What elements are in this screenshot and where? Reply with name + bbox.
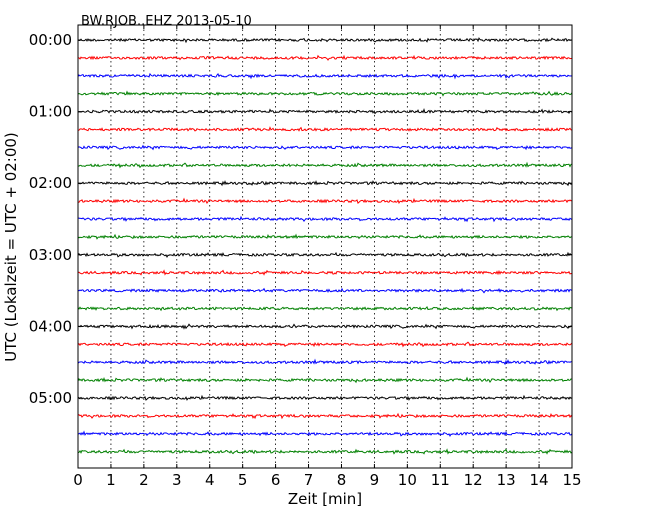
x-tick-label: 2 [139,471,149,489]
trace-line [77,394,573,401]
plot-frame [77,24,573,469]
trace-group [77,37,573,455]
x-tick-label: 14 [530,471,549,489]
trace-line [77,358,573,366]
trace-line [77,251,573,258]
x-tick-label: 12 [464,471,483,489]
trace-line [77,197,573,205]
trace-line [77,215,573,223]
x-tick-label: 4 [205,471,215,489]
x-tick-label: 6 [271,471,281,489]
chart-title: BW.RJOB..EHZ 2013-05-10 [81,14,252,29]
x-tick-label: 9 [370,471,380,489]
y-tick-label: 05:00 [29,389,72,407]
trace-line [77,37,573,44]
x-tick-label: 13 [497,471,516,489]
x-tick-label: 3 [172,471,182,489]
x-tick-label: 8 [337,471,347,489]
trace-line [77,90,573,97]
trace-line [77,233,573,240]
y-tick-label: 03:00 [29,246,72,264]
grid-lines [110,25,540,468]
y-tick-label: 01:00 [29,103,72,121]
trace-line [77,126,573,132]
x-tick-label: 10 [398,471,417,489]
trace-line [77,72,573,80]
trace-line [77,323,573,330]
trace-line [77,144,573,151]
y-tick-label: 02:00 [29,174,72,192]
trace-line [77,287,573,294]
x-tick-label: 11 [431,471,450,489]
x-axis-label: Zeit [min] [288,490,362,508]
x-tick-label: 0 [73,471,83,489]
trace-line [77,161,573,169]
x-axis: 0 1 2 3 4 5 6 7 8 9 10 11 12 13 14 15 [73,25,582,489]
trace-line [77,180,573,187]
trace-line [77,107,573,115]
trace-line [77,376,573,384]
trace-line [77,54,573,61]
y-tick-label: 00:00 [29,31,72,49]
y-axis-label: UTC (Lokalzeit = UTC + 02:00) [2,132,20,362]
y-axis: 00:00 01:00 02:00 03:00 04:00 05:00 [29,31,572,407]
trace-line [77,269,573,276]
y-tick-label: 04:00 [29,317,72,335]
x-tick-label: 7 [304,471,314,489]
trace-line [77,341,573,348]
x-tick-label: 15 [562,471,581,489]
x-tick-label: 5 [238,471,248,489]
trace-line [77,305,573,312]
x-tick-label: 1 [106,471,116,489]
trace-line [77,430,573,437]
trace-line [77,412,573,420]
trace-line [77,448,573,455]
